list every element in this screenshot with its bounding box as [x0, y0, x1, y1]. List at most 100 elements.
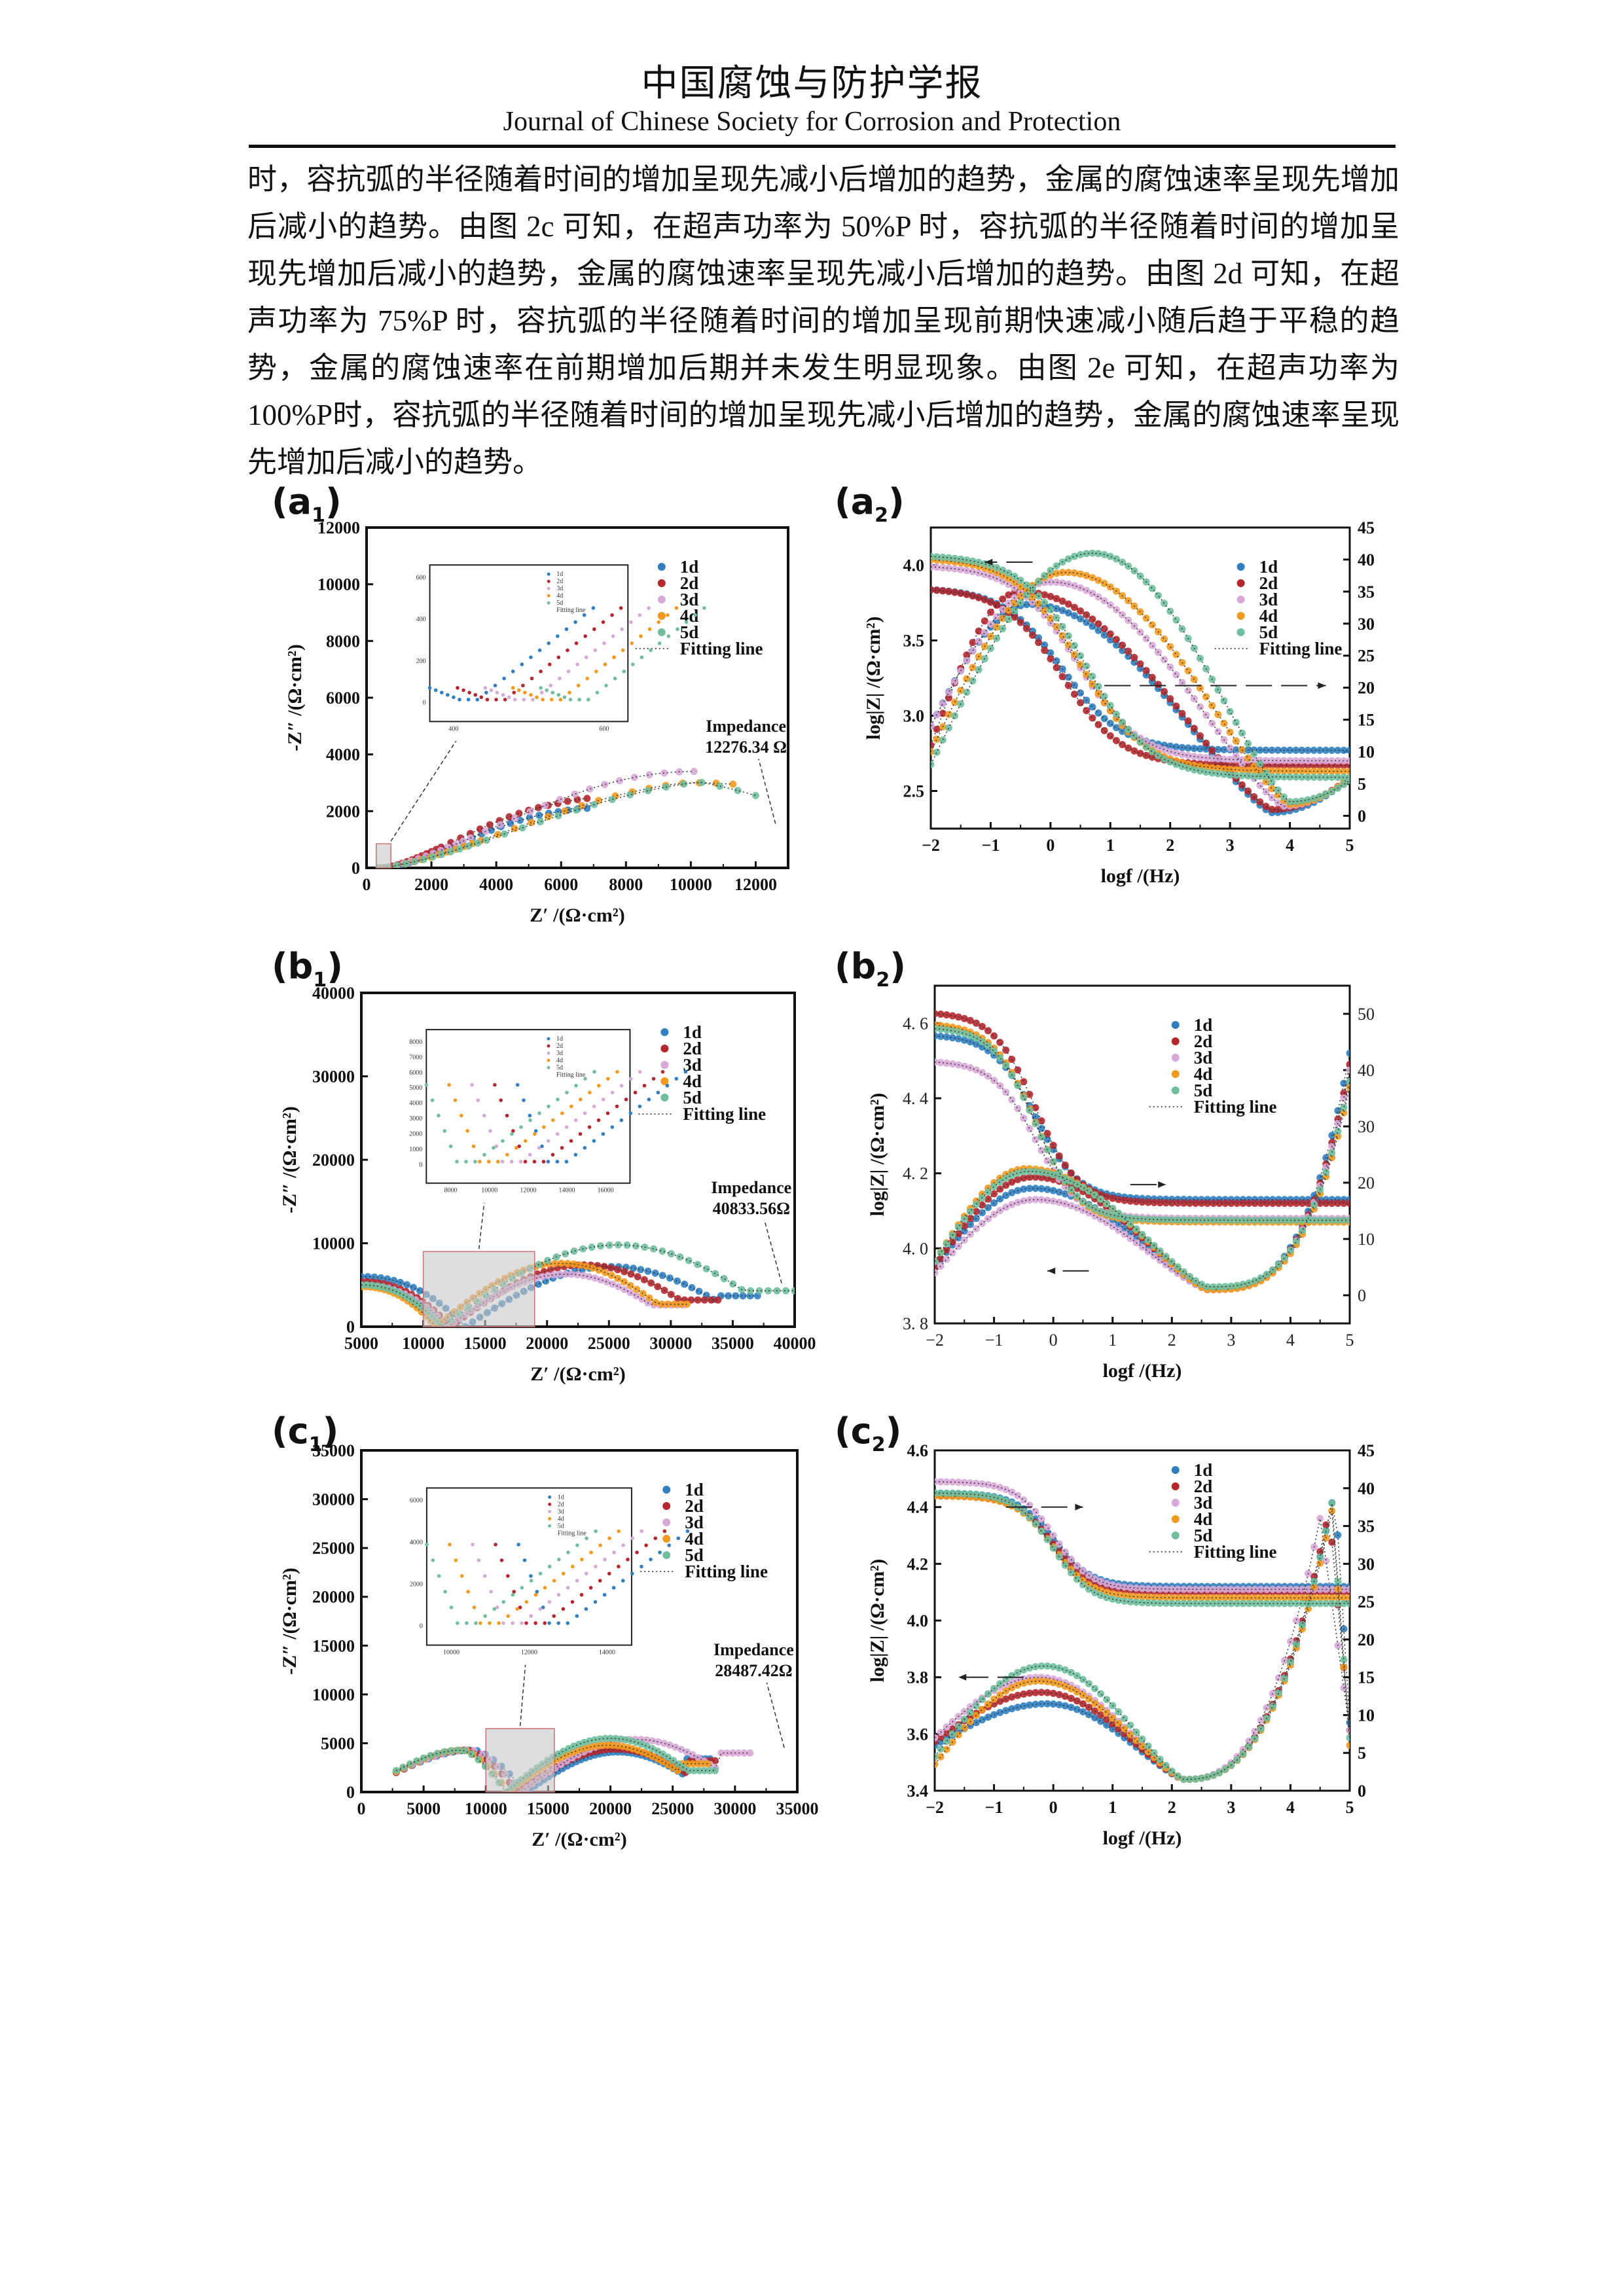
inset-data-point [529, 692, 533, 697]
data-point [1198, 1280, 1206, 1288]
data-point [609, 1280, 617, 1288]
data-point [554, 812, 562, 819]
inset-data-point [484, 691, 488, 694]
data-point [960, 1036, 968, 1044]
data-point [1038, 1117, 1045, 1125]
impedance-annotation-arrow [763, 1219, 782, 1283]
data-point [1269, 1600, 1276, 1607]
data-point [1089, 615, 1096, 623]
legend-item: 4d [660, 1071, 702, 1091]
data-point [1148, 753, 1156, 761]
data-point [1251, 1585, 1259, 1593]
fitting-line [931, 556, 1350, 778]
data-point [969, 664, 977, 672]
inset-y-tick-label: 4000 [410, 1539, 423, 1547]
inset-data-point [575, 1579, 579, 1583]
data-point [695, 1767, 703, 1774]
data-point [1049, 1141, 1057, 1149]
chart-c1: 0 5000 10000 15000 20000 25000 30000 3500005000… [279, 1441, 819, 1850]
data-point [1346, 1742, 1350, 1749]
data-point [1204, 1199, 1212, 1207]
data-point [1286, 1600, 1294, 1607]
data-point [1026, 1168, 1034, 1175]
inset-data-point [566, 648, 569, 653]
inset-legend-label: 5d [556, 1064, 563, 1071]
x-tick-label: 25000 [651, 1799, 694, 1818]
data-point [1280, 1600, 1288, 1607]
inset-data-point [693, 613, 697, 617]
data-point [1232, 766, 1240, 774]
data-point [1138, 1599, 1146, 1607]
data-point [1097, 1577, 1105, 1585]
inset-data-point [511, 1129, 515, 1133]
data-point [1094, 709, 1102, 717]
inset-data-point [550, 1153, 555, 1157]
data-point [1174, 1594, 1182, 1602]
inset-data-point [585, 1536, 588, 1541]
data-point [1304, 796, 1312, 804]
data-point [637, 1266, 645, 1274]
y-tick-label: 4. 2 [903, 1164, 928, 1183]
data-point [1142, 635, 1150, 643]
data-point [1340, 781, 1348, 789]
y2-tick-label: 20 [1358, 1630, 1375, 1649]
y-axis-label: -Z″ /(Ω·cm²) [279, 1568, 300, 1675]
data-point [1032, 1103, 1039, 1111]
data-point [1257, 1594, 1265, 1602]
data-point [948, 1060, 956, 1067]
data-point [1168, 1767, 1176, 1775]
x-tick-label: 2000 [414, 875, 448, 894]
inset-data-point [624, 1098, 628, 1102]
data-point [1020, 1702, 1028, 1710]
data-point [1119, 741, 1127, 749]
inset-y-tick-label: 6000 [409, 1069, 422, 1077]
data-point [416, 1287, 424, 1295]
legend-marker [1171, 1499, 1180, 1507]
x-tick-label: 5 [1346, 836, 1354, 855]
data-point [1245, 1585, 1253, 1593]
inset-data-point [593, 1600, 598, 1604]
data-point [1049, 1679, 1057, 1687]
data-point [1280, 1216, 1288, 1224]
inset-y-tick-label: 2000 [410, 1581, 423, 1588]
inset-data-point [569, 1139, 573, 1143]
x-tick-label: −1 [985, 1798, 1003, 1817]
inset-data-point [531, 698, 535, 702]
data-point [1292, 1594, 1300, 1602]
inset-data-point [515, 1607, 520, 1611]
data-point [1251, 1600, 1259, 1607]
fitting-line [931, 581, 1350, 807]
x-tick-label: 5 [1346, 1331, 1354, 1350]
zoom-region [422, 1251, 535, 1327]
data-point [999, 595, 1007, 603]
data-point [601, 781, 609, 789]
inset-legend-label: 3d [556, 1050, 563, 1057]
data-point [1070, 569, 1078, 577]
fitting-line [931, 552, 1350, 802]
data-point [1227, 1216, 1235, 1224]
data-point [972, 1066, 980, 1074]
data-point [1121, 1225, 1128, 1232]
inset-legend-marker [547, 601, 550, 605]
data-point [1274, 757, 1282, 764]
y-tick-label: 2.5 [903, 782, 925, 801]
inset-legend-label: 3d [558, 1508, 564, 1515]
data-point [1216, 1283, 1223, 1291]
inset-x-tick-label: 10000 [481, 1187, 497, 1194]
data-point [1328, 1149, 1336, 1157]
inset-data-point [615, 1069, 619, 1074]
data-point [1103, 1696, 1111, 1704]
legend-label: 5d [1194, 1526, 1213, 1545]
inset-data-point [561, 1571, 566, 1576]
data-point [1043, 1523, 1051, 1531]
data-point [1340, 1216, 1348, 1224]
data-point [571, 790, 579, 798]
data-point [1035, 600, 1043, 607]
inset-data-point [473, 1160, 477, 1164]
data-point [1103, 1219, 1111, 1227]
x-tick-label: 1 [1108, 1331, 1117, 1350]
data-point [1144, 1215, 1152, 1223]
inset-data-point [617, 1529, 621, 1534]
data-point [588, 1264, 596, 1272]
data-point [1091, 1685, 1099, 1693]
